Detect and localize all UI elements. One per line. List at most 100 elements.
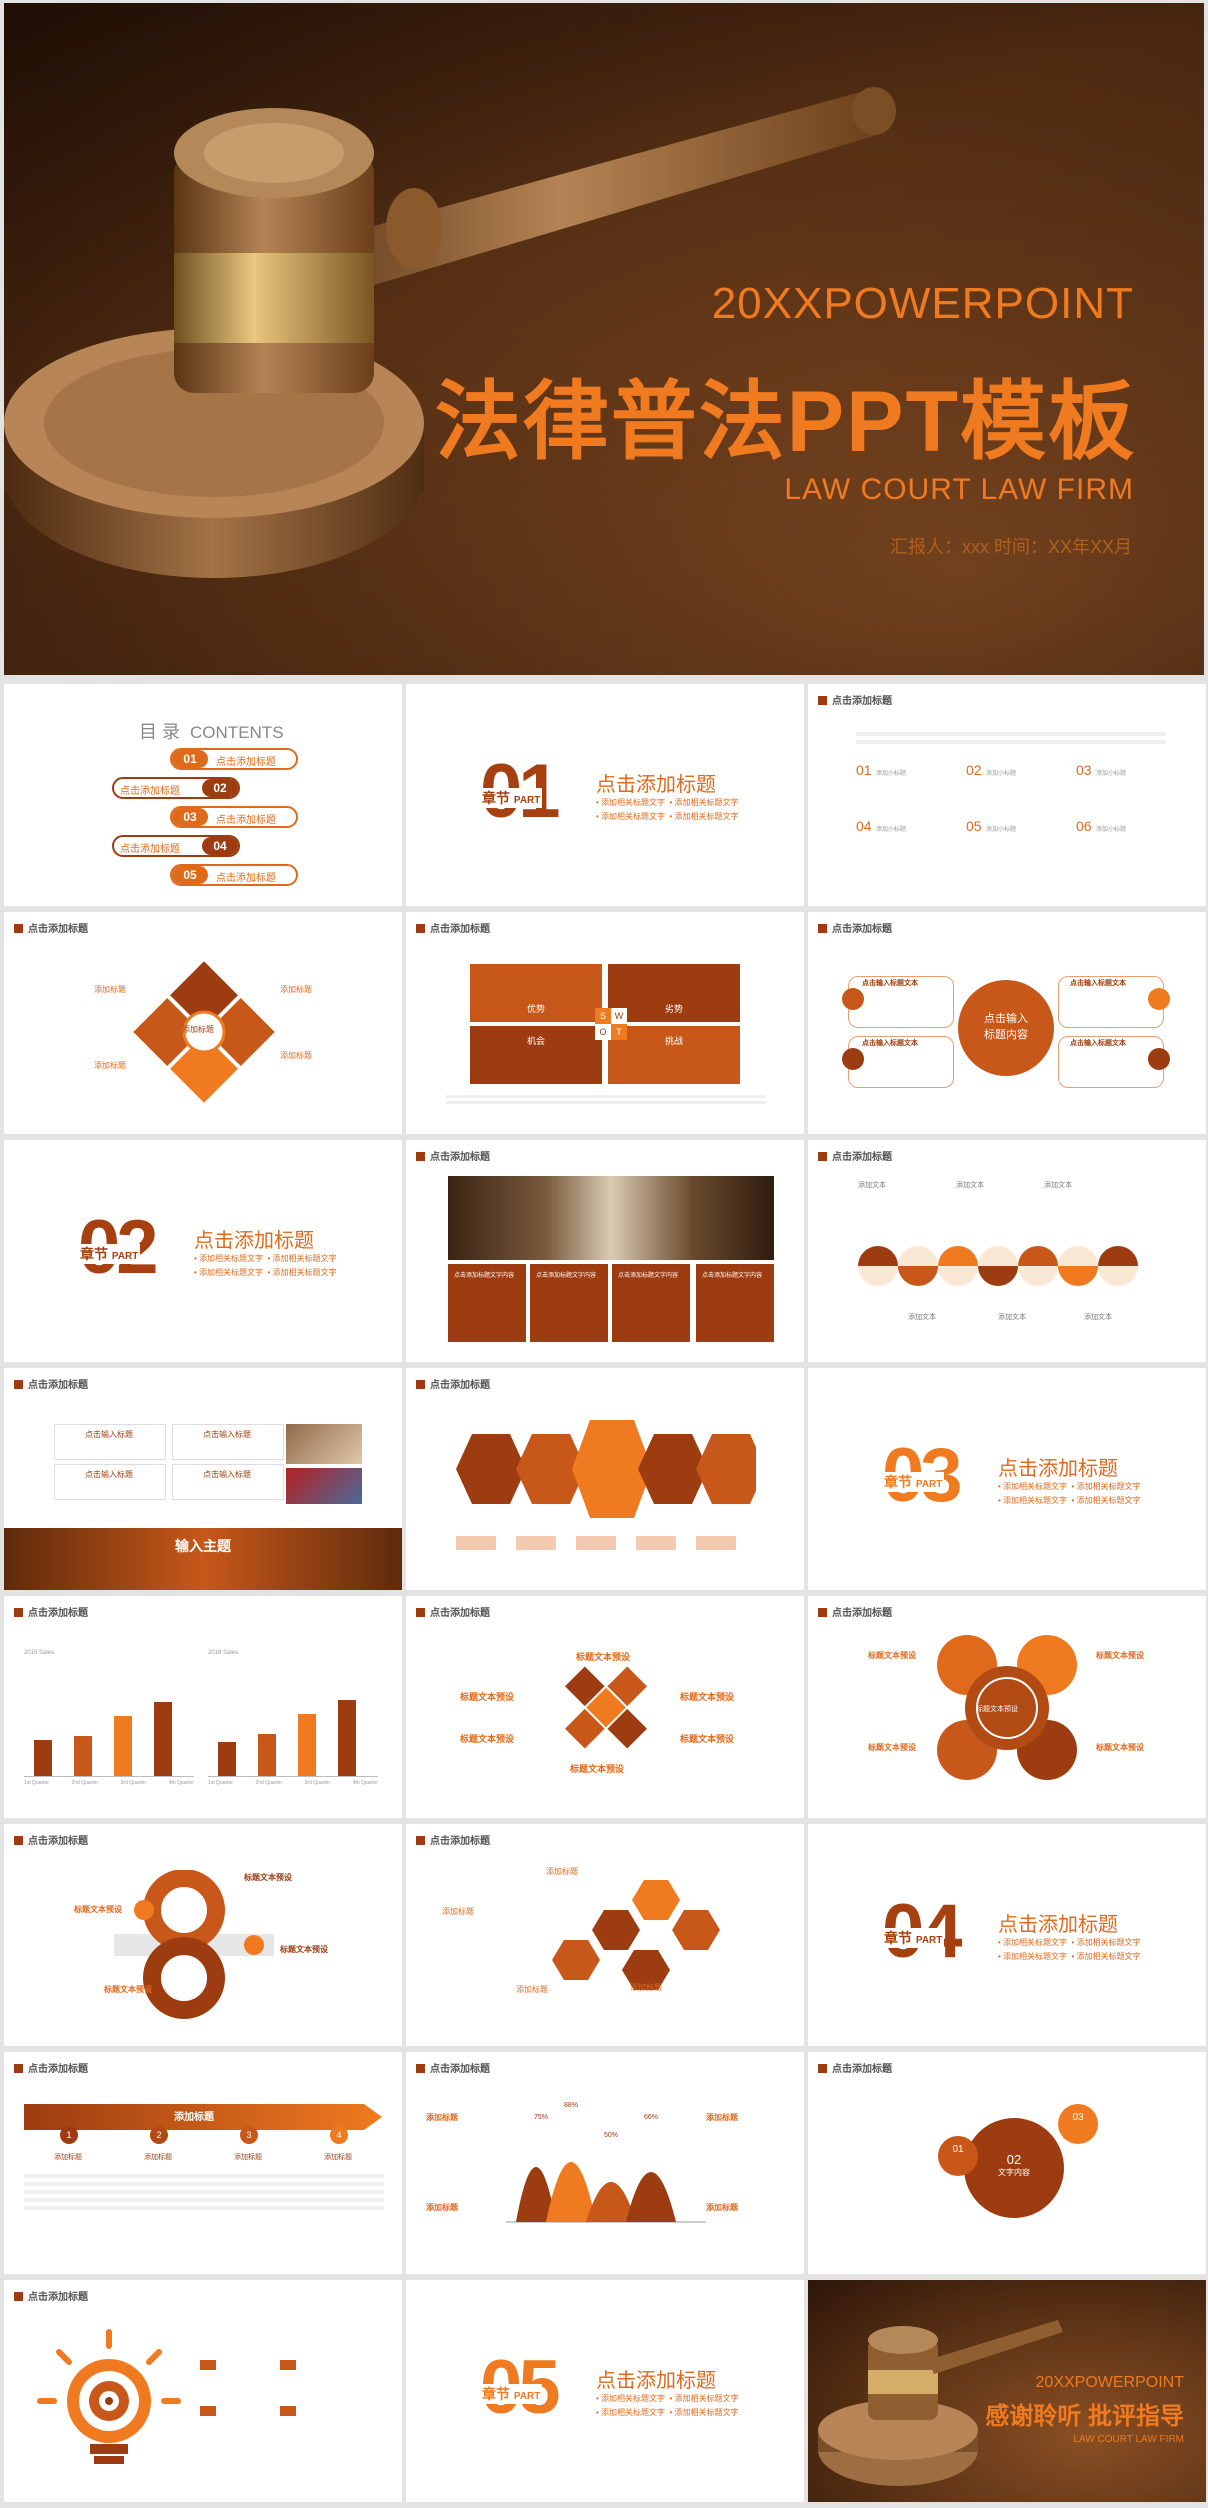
slide-title: 点击添加标题 xyxy=(14,2288,88,2303)
section-bullets: • 添加相关标题文字 • 添加相关标题文字 • 添加相关标题文字 • 添加相关标题… xyxy=(596,798,739,821)
ring-label-tl: 标题文本预设 xyxy=(868,1651,916,1660)
arrow-banner-label: 添加标题 xyxy=(174,2112,214,2123)
section-title: 点击添加标题 xyxy=(596,774,716,796)
slide-title: 点击添加标题 xyxy=(14,1376,88,1391)
toc-heading: 目 录 CONTENTS xyxy=(139,722,284,742)
card-4: 点击输入标题 xyxy=(172,1464,284,1500)
ending-english-title: 20XXPOWERPOINT xyxy=(1035,2374,1184,2391)
slide-section-03[interactable]: 03 章节 PART 点击添加标题 • 添加相关标题文字 • 添加相关标题文字•… xyxy=(808,1368,1206,1590)
card-1: 点击输入标题 xyxy=(54,1424,166,1460)
icon-br xyxy=(1148,1048,1170,1070)
slide-diamond[interactable]: 点击添加标题 添加标题 添加标题 添加标题 添加标题 添加标题 xyxy=(4,912,402,1134)
step-label-1: 添加标题 xyxy=(54,2154,82,2161)
cluster-label-4: 添加标题 xyxy=(630,1983,662,1992)
toc-item-5[interactable]: 05 点击添加标题 xyxy=(170,864,298,886)
slide-ending[interactable]: 20XXPOWERPOINT 感谢聆听 批评指导 LAW COURT LAW F… xyxy=(808,2280,1206,2502)
item-label-tr: 点击输入标题文本 xyxy=(1070,980,1126,987)
slide-section-01[interactable]: 01 章节 PART 点击添加标题 • 添加相关标题文字 • 添加相关标题文字•… xyxy=(406,684,804,906)
ending-subtitle: LAW COURT LAW FIRM xyxy=(1073,2434,1184,2445)
toc-item-3[interactable]: 03 点击添加标题 xyxy=(170,806,298,828)
section-bullets: • 添加相关标题文字 • 添加相关标题文字 • 添加相关标题文字 • 添加相关标题… xyxy=(998,1482,1141,1505)
toc-item-4[interactable]: 点击添加标题 04 xyxy=(112,835,240,857)
section-tag: 章节 PART xyxy=(882,1472,945,1492)
icon-tl xyxy=(842,988,864,1010)
pyramid-label-left: 标题文本预设 xyxy=(460,1692,515,1702)
slide-title: 点击添加标题 xyxy=(416,1148,490,1163)
banner: 输入主题 xyxy=(4,1528,402,1590)
slide-six-grid[interactable]: 点击添加标题 01 添加小标题 02 添加小标题 03 添加小标题 04 添加小… xyxy=(808,684,1206,906)
step-1: 1 xyxy=(60,2126,78,2144)
left-chart-categories: 1st Quarter 2nd Quarter 3rd Quarter 4th Qua… xyxy=(24,1780,194,1786)
arrow-banner xyxy=(24,2104,382,2130)
peaks-label-right: 添加标题 xyxy=(706,2113,738,2122)
slide-toc[interactable]: 目 录 CONTENTS 01 点击添加标题 点击添加标题 02 03 点击添加… xyxy=(4,684,402,906)
section-title: 点击添加标题 xyxy=(596,2370,716,2392)
cover-slide[interactable]: 20XXPOWERPOINT 法律普法PPT模板 LAW COURT LAW F… xyxy=(4,3,1204,675)
circle-main: 02 文字内容 xyxy=(964,2118,1064,2218)
slide-arrow-timeline[interactable]: 点击添加标题 添加标题 1 2 3 4 添加标题 添加标题 添加标题 添加标题 xyxy=(4,2052,402,2274)
step-label-3: 添加标题 xyxy=(234,2154,262,2161)
step-2: 2 xyxy=(150,2126,168,2144)
slide-cards-banner[interactable]: 点击添加标题 点击输入标题 点击输入标题 点击输入标题 点击输入标题 输入主题 xyxy=(4,1368,402,1590)
slide-title: 点击添加标题 xyxy=(818,692,892,707)
cover-english-title: 20XXPOWERPOINT xyxy=(711,279,1134,328)
photo-columns: 点击添加标题文字内容 点击添加标题文字内容 点击添加标题文字内容 点击添加标题文… xyxy=(448,1264,774,1342)
section-tag: 章节 PART xyxy=(480,788,543,808)
ending-main-title: 感谢聆听 批评指导 xyxy=(985,2403,1184,2430)
slide-title: 点击添加标题 xyxy=(818,2060,892,2075)
item-label-bl: 点击输入标题文本 xyxy=(862,1040,918,1047)
slide-bar-charts[interactable]: 点击添加标题 2015 Sales 2016 Sales 1st Quarter… xyxy=(4,1596,402,1818)
section-title: 点击添加标题 xyxy=(194,1230,314,1252)
diamond-left2-label: 添加标题 xyxy=(94,1061,126,1070)
right-chart-categories: 1st Quarter 2nd Quarter 3rd Quarter 4th Qua… xyxy=(208,1780,378,1786)
peak-value-2: 88% xyxy=(564,2102,579,2109)
gavel-image xyxy=(4,87,896,578)
hexagon-row xyxy=(456,1420,756,1518)
pyramid-label-left2: 标题文本预设 xyxy=(460,1734,515,1744)
slide-hexagon-cluster[interactable]: 点击添加标题 添加标题 添加标题 添加标题 添加标题 xyxy=(406,1824,804,2046)
slide-semicircles[interactable]: 点击添加标题 添加文本 添加文本 添加文本 添加文本 添加文本 添加文本 xyxy=(808,1140,1206,1362)
bottom-label-2: 添加文本 xyxy=(998,1314,1026,1321)
toc-item-2[interactable]: 点击添加标题 02 xyxy=(112,777,240,799)
intro-text xyxy=(856,728,1166,746)
pyramid-label-right2: 标题文本预设 xyxy=(680,1734,735,1744)
peaks-label-left: 添加标题 xyxy=(426,2113,458,2122)
diamond-right2-label: 添加标题 xyxy=(280,1051,312,1060)
slide-section-04[interactable]: 04 章节 PART 点击添加标题 • 添加相关标题文字 • 添加相关标题文字•… xyxy=(808,1824,1206,2046)
semicircle-row xyxy=(858,1246,1138,1286)
diamond-left-label: 添加标题 xyxy=(94,985,126,994)
slide-title: 点击添加标题 xyxy=(416,1376,490,1391)
slide-ring[interactable]: 点击添加标题 标题文本预设 标题文本预设 标题文本预设 标题文本预设 标题文本预… xyxy=(808,1596,1206,1818)
slide-pyramid[interactable]: 点击添加标题 标题文本预设 标题文本预设 标题文本预设 标题文本预设 标题文本预… xyxy=(406,1596,804,1818)
cluster-label-1: 添加标题 xyxy=(546,1867,578,1876)
slide-three-circles[interactable]: 点击添加标题 02 文字内容 01 03 xyxy=(808,2052,1206,2274)
slide-target-bulb[interactable]: 点击添加标题 xyxy=(4,2280,402,2502)
card-3: 点击输入标题 xyxy=(54,1464,166,1500)
slide-photo-columns[interactable]: 点击添加标题 点击添加标题文字内容 点击添加标题文字内容 点击添加标题文字内容 … xyxy=(406,1140,804,1362)
section-tag: 章节 PART xyxy=(480,2384,543,2404)
slide-hexagons[interactable]: 点击添加标题 xyxy=(406,1368,804,1590)
pyramid-label-bottom: 标题文本预设 xyxy=(570,1764,625,1774)
spiral-label-3: 标题文本预设 xyxy=(280,1945,328,1954)
slide-spiral[interactable]: 点击添加标题 标题文本预设 标题文本预设 标题文本预设 标题文本预设 xyxy=(4,1824,402,2046)
right-chart-title: 2016 Sales xyxy=(208,1650,239,1656)
top-label-1: 添加文本 xyxy=(858,1182,886,1189)
ring-label-tr: 标题文本预设 xyxy=(1096,1651,1144,1660)
slide-section-02[interactable]: 02 章节 PART 点击添加标题 • 添加相关标题文字 • 添加相关标题文字•… xyxy=(4,1140,402,1362)
step-3: 3 xyxy=(240,2126,258,2144)
slide-title: 点击添加标题 xyxy=(416,2060,490,2075)
slide-peaks[interactable]: 点击添加标题 75% 88% 50% 66% 添加标题 添加标题 添加标题 添加… xyxy=(406,2052,804,2274)
slide-section-05[interactable]: 05 章节 PART 点击添加标题 • 添加相关标题文字 • 添加相关标题文字•… xyxy=(406,2280,804,2502)
slide-swot[interactable]: 点击添加标题 优势 劣势 机会 挑战 S W O T xyxy=(406,912,804,1134)
icon-tr xyxy=(1148,988,1170,1010)
card-photo-2 xyxy=(286,1468,362,1504)
peak-value-4: 66% xyxy=(644,2114,659,2121)
toc-item-1[interactable]: 01 点击添加标题 xyxy=(170,748,298,770)
section-tag: 章节 PART xyxy=(882,1928,945,1948)
cover-subtitle: LAW COURT LAW FIRM xyxy=(784,473,1134,506)
section-bullets: • 添加相关标题文字 • 添加相关标题文字 • 添加相关标题文字 • 添加相关标题… xyxy=(596,2394,739,2417)
left-chart-title: 2015 Sales xyxy=(24,1650,55,1656)
bottom-label-3: 添加文本 xyxy=(1084,1314,1112,1321)
right-chart xyxy=(208,1680,378,1777)
slide-circle-four[interactable]: 点击添加标题 点击输入标题文本 点击输入标题文本 点击输入标题文本 点击输入标题… xyxy=(808,912,1206,1134)
